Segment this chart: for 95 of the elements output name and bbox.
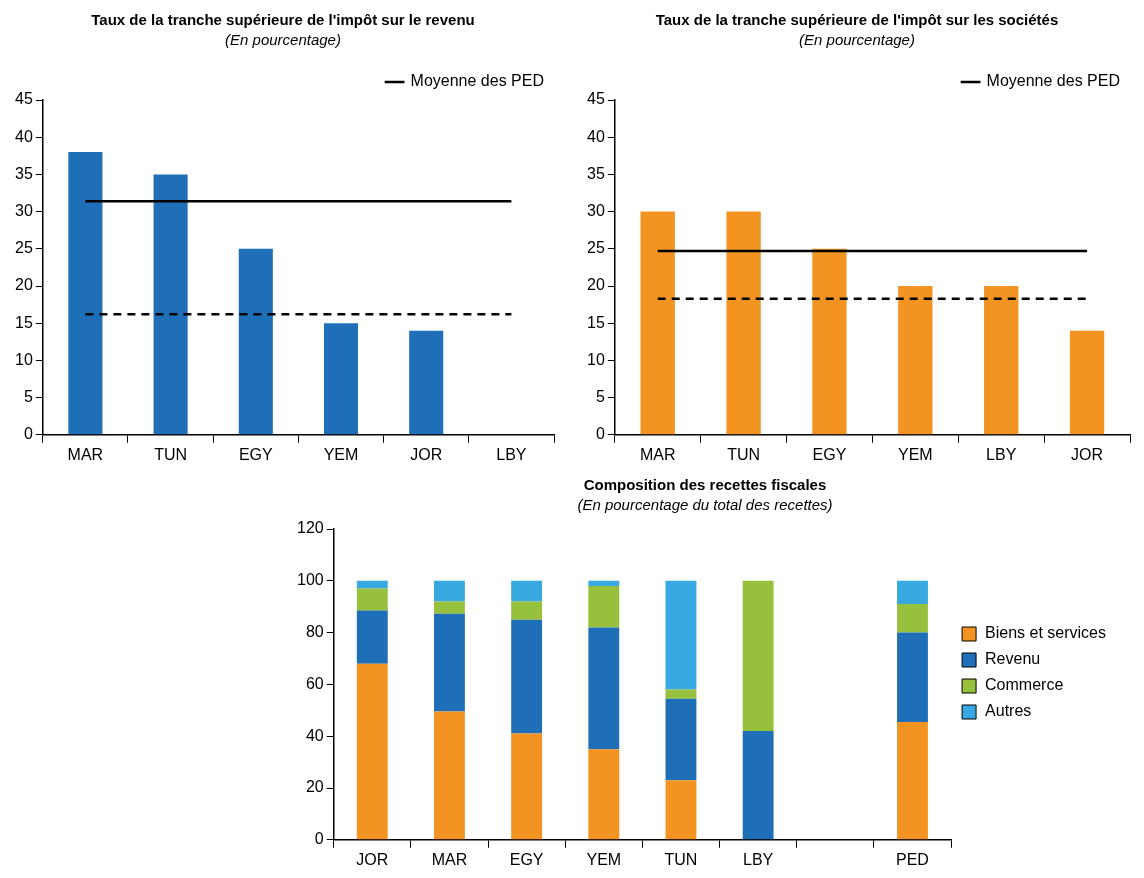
bar [665, 698, 697, 781]
y-tick-label: 100 [296, 571, 324, 589]
x-tick-label: LBY [986, 445, 1017, 463]
y-tick-label: 0 [595, 425, 605, 443]
bar [434, 580, 465, 602]
legend-label: Revenu [985, 650, 1041, 668]
x-tick-label: JOR [1071, 445, 1104, 463]
x-tick-label: MAR [431, 850, 468, 868]
chart-title: Composition des recettes fiscales [583, 476, 827, 494]
x-tick-label: PED [896, 850, 929, 868]
bar [588, 627, 620, 750]
y-tick-label: 40 [305, 726, 324, 744]
chart-subtitle: (En pourcentage) [799, 31, 915, 49]
y-tick-label: 10 [587, 350, 605, 368]
bar [409, 330, 444, 435]
x-tick-label: EGY [509, 850, 544, 868]
y-tick-label: 40 [587, 127, 605, 145]
bar [323, 323, 359, 435]
x-tick-label: JOR [410, 445, 443, 463]
bar [898, 286, 933, 435]
y-tick-label: 45 [15, 90, 33, 108]
y-tick-label: 0 [314, 830, 324, 848]
bar [897, 580, 928, 605]
chart-title: Taux de la tranche supérieure de l'impôt sur les sociétés [655, 11, 1059, 29]
y-tick-label: 25 [587, 239, 605, 257]
y-tick-label: 20 [305, 778, 324, 796]
bar [742, 580, 774, 732]
y-tick-label: 15 [15, 313, 33, 331]
y-tick-label: 80 [305, 623, 324, 641]
y-tick-label: 30 [15, 202, 33, 220]
x-tick-label: LBY [743, 850, 774, 868]
bar [665, 689, 697, 699]
y-tick-label: 35 [15, 164, 33, 182]
y-tick-label: 120 [296, 519, 324, 537]
legend-label: Moyenne des PED [986, 72, 1120, 90]
bar [984, 286, 1019, 435]
bar [238, 248, 273, 435]
x-tick-label: TUN [664, 850, 698, 868]
legend-label: Commerce [985, 676, 1064, 694]
bar [356, 663, 388, 840]
bar [742, 731, 774, 840]
y-tick-label: 0 [23, 425, 33, 443]
bar [511, 580, 543, 602]
bar [434, 711, 465, 840]
bar [153, 174, 188, 435]
bar [897, 632, 928, 722]
chart-subtitle: (En pourcentage) [225, 31, 341, 49]
bar [434, 601, 465, 614]
x-tick-label: LBY [496, 445, 527, 463]
chart-subtitle: (En pourcentage du total des recettes) [577, 496, 833, 514]
y-tick-label: 10 [15, 350, 33, 368]
x-tick-label: MAR [67, 445, 104, 463]
bar [588, 585, 620, 628]
bar [356, 610, 388, 664]
y-tick-label: 20 [15, 276, 33, 294]
chart-title: Taux de la tranche supérieure de l'impôt sur le revenu [91, 11, 475, 29]
bar [665, 780, 697, 840]
y-tick-label: 45 [587, 90, 605, 108]
bar [897, 604, 928, 633]
bar [812, 248, 847, 435]
bar [726, 211, 761, 435]
y-tick-label: 30 [587, 202, 605, 220]
bar [665, 580, 697, 690]
y-tick-label: 5 [23, 388, 33, 406]
y-tick-label: 25 [15, 239, 33, 257]
bar [1069, 330, 1105, 435]
bar [434, 613, 465, 712]
y-tick-label: 15 [587, 313, 605, 331]
bar [511, 619, 543, 734]
bar [356, 588, 388, 611]
y-tick-label: 5 [595, 388, 605, 406]
y-tick-label: 20 [587, 276, 605, 294]
bar [897, 721, 928, 840]
bar [511, 733, 543, 840]
y-tick-label: 60 [305, 674, 324, 692]
bar [511, 601, 543, 620]
y-tick-label: 40 [15, 127, 33, 145]
bar [588, 580, 620, 586]
x-tick-label: EGY [238, 445, 274, 463]
legend-label: Biens et services [985, 624, 1106, 642]
x-tick-label: EGY [812, 445, 847, 463]
x-tick-label: MAR [639, 445, 676, 463]
bar [588, 749, 620, 840]
legend-label: Autres [985, 702, 1032, 720]
bar [356, 580, 388, 589]
x-tick-label: TUN [154, 445, 188, 463]
x-tick-label: YEM [586, 850, 622, 868]
x-tick-label: YEM [898, 445, 933, 463]
x-tick-label: TUN [727, 445, 761, 463]
x-tick-label: JOR [356, 850, 389, 868]
bar [68, 152, 103, 435]
legend-label: Moyenne des PED [410, 72, 544, 90]
bar [640, 211, 675, 435]
x-tick-label: YEM [323, 445, 359, 463]
y-tick-label: 35 [587, 164, 605, 182]
